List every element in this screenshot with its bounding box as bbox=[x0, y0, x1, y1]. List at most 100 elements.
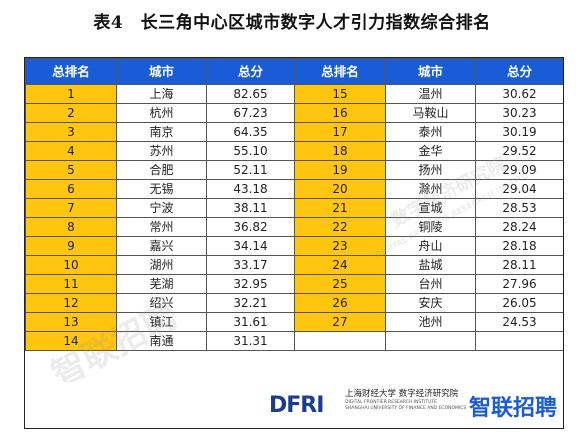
rank-cell: 17 bbox=[294, 122, 386, 142]
header-score-right: 总分 bbox=[475, 58, 563, 85]
city-cell: 嘉兴 bbox=[116, 236, 207, 256]
city-cell: 芜湖 bbox=[116, 274, 207, 294]
rank-cell: 16 bbox=[294, 103, 386, 123]
city-cell: 舟山 bbox=[385, 236, 476, 256]
table-row: 12 绍兴 32.21 26 安庆 26.05 bbox=[25, 293, 563, 313]
rank-cell: 10 bbox=[25, 255, 117, 275]
score-cell: 28.53 bbox=[475, 198, 563, 218]
rank-cell: 19 bbox=[294, 160, 386, 180]
score-cell: 29.09 bbox=[475, 160, 563, 180]
institute-en-line2: SHANGHAI UNIVERSITY OF FINANCE AND ECONO… bbox=[345, 406, 467, 411]
header-rank-right: 总排名 bbox=[294, 58, 386, 85]
city-cell: 绍兴 bbox=[116, 293, 207, 313]
city-cell: 无锡 bbox=[116, 179, 207, 199]
score-cell: 30.23 bbox=[475, 103, 563, 123]
score-cell: 29.04 bbox=[475, 179, 563, 199]
table-row: 2 杭州 67.23 16 马鞍山 30.23 bbox=[25, 103, 563, 123]
institute-cn: 上海财经大学 数字经济研究院 bbox=[345, 389, 459, 399]
score-cell bbox=[475, 331, 563, 351]
institute-en-line1: DIGITAL FRONTIER RESEARCH INSTITUTE bbox=[345, 399, 437, 405]
score-cell: 82.65 bbox=[206, 84, 295, 104]
score-cell: 28.24 bbox=[475, 217, 563, 237]
rank-cell: 24 bbox=[294, 255, 386, 275]
city-cell: 杭州 bbox=[116, 103, 207, 123]
city-cell: 湖州 bbox=[116, 255, 207, 275]
score-cell: 64.35 bbox=[206, 122, 295, 142]
table-row: 10 湖州 33.17 24 盐城 28.11 bbox=[25, 255, 563, 275]
city-cell: 南通 bbox=[116, 331, 207, 351]
score-cell: 30.62 bbox=[475, 84, 563, 104]
score-cell: 27.96 bbox=[475, 274, 563, 294]
rank-cell: 25 bbox=[294, 274, 386, 294]
score-cell: 55.10 bbox=[206, 141, 295, 161]
rank-cell: 2 bbox=[25, 103, 117, 123]
institute-label: 上海财经大学 数字经济研究院 DIGITAL FRONTIER RESEARCH… bbox=[345, 389, 467, 412]
score-cell: 32.95 bbox=[206, 274, 295, 294]
score-cell: 34.14 bbox=[206, 236, 295, 256]
rank-cell: 18 bbox=[294, 141, 386, 161]
rank-cell: 21 bbox=[294, 198, 386, 218]
city-cell: 镇江 bbox=[116, 312, 207, 332]
score-cell: 31.61 bbox=[206, 312, 295, 332]
header-city-right: 城市 bbox=[385, 58, 476, 85]
zhaopin-logo: 智联招聘 bbox=[469, 396, 558, 421]
score-cell: 36.82 bbox=[206, 217, 295, 237]
ranking-table: 总排名 城市 总分 总排名 城市 总分 1 上海 82.65 15 温州 30.62 2 杭州… bbox=[25, 58, 563, 351]
rank-cell: 22 bbox=[294, 217, 386, 237]
city-cell: 宁波 bbox=[116, 198, 207, 218]
rank-cell: 1 bbox=[25, 84, 117, 104]
table-row: 8 常州 36.82 22 铜陵 28.24 bbox=[25, 217, 563, 237]
header-city-left: 城市 bbox=[116, 58, 207, 85]
table-row: 1 上海 82.65 15 温州 30.62 bbox=[25, 84, 563, 104]
score-cell: 32.21 bbox=[206, 293, 295, 313]
city-cell: 铜陵 bbox=[385, 217, 476, 237]
table-row: 7 宁波 38.11 21 宣城 28.53 bbox=[25, 198, 563, 218]
dfri-logo-text: DFRI bbox=[269, 392, 324, 418]
score-cell: 28.18 bbox=[475, 236, 563, 256]
header-rank-left: 总排名 bbox=[25, 58, 117, 85]
table-row: 14 南通 31.31 bbox=[25, 331, 563, 351]
rank-cell: 7 bbox=[25, 198, 117, 218]
ranking-table-frame: 总排名 城市 总分 总排名 城市 总分 1 上海 82.65 15 温州 30.62 2 杭州… bbox=[24, 57, 564, 429]
score-cell: 67.23 bbox=[206, 103, 295, 123]
city-cell: 南京 bbox=[116, 122, 207, 142]
city-cell: 滁州 bbox=[385, 179, 476, 199]
dfri-logo: DFRI bbox=[269, 392, 324, 418]
table-row: 4 苏州 55.10 18 金华 29.52 bbox=[25, 141, 563, 161]
table-row: 11 芜湖 32.95 25 台州 27.96 bbox=[25, 274, 563, 294]
rank-cell: 13 bbox=[25, 312, 117, 332]
rank-cell: 5 bbox=[25, 160, 117, 180]
city-cell: 合肥 bbox=[116, 160, 207, 180]
city-cell: 安庆 bbox=[385, 293, 476, 313]
rank-cell: 26 bbox=[294, 293, 386, 313]
rank-cell: 20 bbox=[294, 179, 386, 199]
city-cell: 池州 bbox=[385, 312, 476, 332]
city-cell: 宣城 bbox=[385, 198, 476, 218]
score-cell: 33.17 bbox=[206, 255, 295, 275]
table-row: 5 合肥 52.11 19 扬州 29.09 bbox=[25, 160, 563, 180]
rank-cell: 3 bbox=[25, 122, 117, 142]
city-cell: 扬州 bbox=[385, 160, 476, 180]
rank-cell: 8 bbox=[25, 217, 117, 237]
score-cell: 43.18 bbox=[206, 179, 295, 199]
city-cell bbox=[385, 331, 476, 351]
city-cell: 上海 bbox=[116, 84, 207, 104]
score-cell: 31.31 bbox=[206, 331, 295, 351]
table-header-row: 总排名 城市 总分 总排名 城市 总分 bbox=[25, 58, 563, 85]
rank-cell: 27 bbox=[294, 312, 386, 332]
table-row: 9 嘉兴 34.14 23 舟山 28.18 bbox=[25, 236, 563, 256]
rank-cell: 12 bbox=[25, 293, 117, 313]
score-cell: 29.52 bbox=[475, 141, 563, 161]
header-score-left: 总分 bbox=[206, 58, 295, 85]
score-cell: 38.11 bbox=[206, 198, 295, 218]
city-cell: 台州 bbox=[385, 274, 476, 294]
rank-cell bbox=[294, 331, 386, 351]
table-title: 表4 长三角中心区城市数字人才引力指数综合排名 bbox=[93, 13, 491, 33]
city-cell: 常州 bbox=[116, 217, 207, 237]
rank-cell: 9 bbox=[25, 236, 117, 256]
score-cell: 28.11 bbox=[475, 255, 563, 275]
city-cell: 盐城 bbox=[385, 255, 476, 275]
score-cell: 30.19 bbox=[475, 122, 563, 142]
rank-cell: 23 bbox=[294, 236, 386, 256]
rank-cell: 4 bbox=[25, 141, 117, 161]
